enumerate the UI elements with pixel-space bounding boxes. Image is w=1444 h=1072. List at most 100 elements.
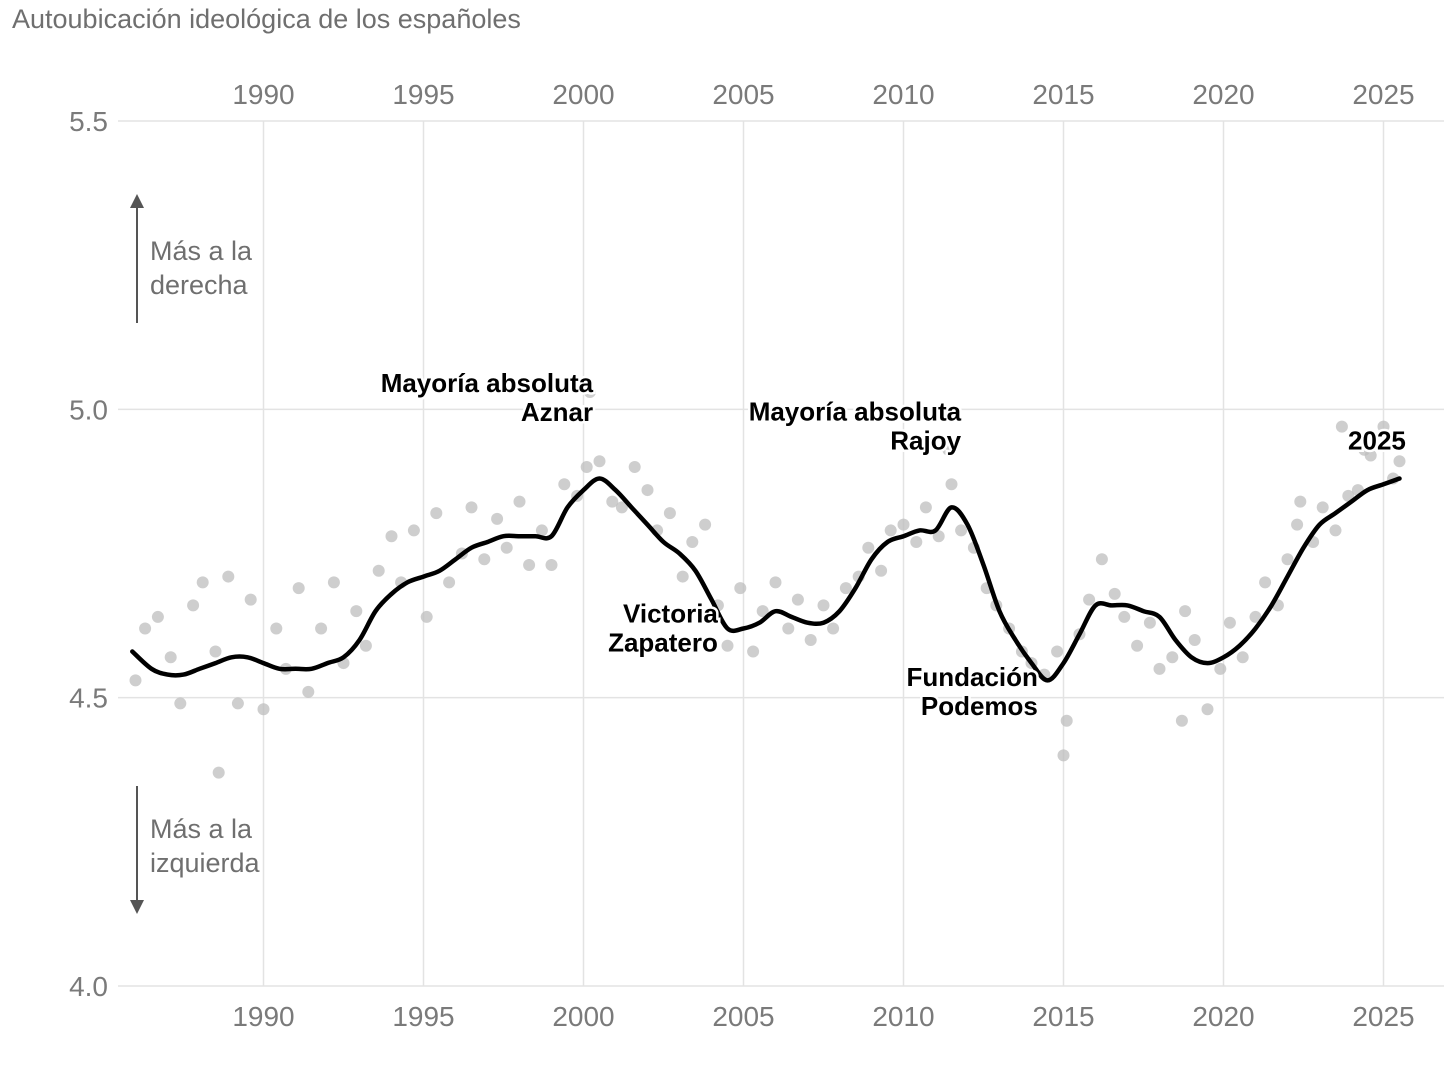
- survey-point: [1214, 662, 1227, 675]
- survey-point: [1153, 662, 1166, 675]
- x-tick-label-bottom: 2005: [712, 1001, 774, 1032]
- annotation-label: Victoria: [623, 599, 718, 629]
- survey-point: [932, 530, 945, 543]
- survey-point: [699, 518, 712, 531]
- survey-point: [1118, 610, 1131, 623]
- survey-point: [222, 570, 235, 583]
- survey-point: [500, 541, 513, 554]
- grid-lines: [118, 120, 1444, 987]
- survey-point: [164, 651, 177, 664]
- x-tick-label-bottom: 2020: [1192, 1001, 1254, 1032]
- survey-point: [875, 564, 888, 577]
- y-tick-label: 4.5: [69, 683, 108, 714]
- survey-point: [558, 478, 571, 491]
- survey-point: [942, 443, 955, 456]
- x-tick-label-top: 2010: [872, 79, 934, 110]
- survey-point: [839, 582, 852, 595]
- direction-label: derecha: [150, 270, 249, 300]
- survey-point: [686, 535, 699, 548]
- direction-label: izquierda: [150, 848, 261, 878]
- annotation-label: Aznar: [521, 397, 593, 427]
- survey-point: [420, 610, 433, 623]
- survey-point: [151, 610, 164, 623]
- annotation-label: 2025: [1348, 426, 1406, 456]
- survey-point: [897, 518, 910, 531]
- survey-point: [430, 507, 443, 520]
- survey-point: [1249, 610, 1262, 623]
- x-tick-label-bottom: 2015: [1032, 1001, 1094, 1032]
- trend-line: [130, 476, 1402, 683]
- survey-point: [676, 570, 689, 583]
- survey-point: [817, 599, 830, 612]
- survey-point: [1188, 634, 1201, 646]
- x-tick-label-top: 1990: [232, 79, 294, 110]
- survey-point: [641, 484, 654, 497]
- survey-point: [628, 461, 641, 473]
- x-tick-label-bottom: 1995: [392, 1001, 454, 1032]
- annotation-label: Mayoría absoluta: [749, 397, 962, 427]
- survey-point: [734, 582, 747, 595]
- annotation-label: Zapatero: [608, 628, 718, 658]
- survey-point: [513, 495, 526, 508]
- chart-title: Autoubicación ideológica de los españole…: [12, 4, 521, 34]
- x-tick-label-bottom: 2025: [1352, 1001, 1414, 1032]
- survey-point: [1377, 420, 1390, 433]
- survey-point: [465, 501, 478, 514]
- arrow-up-icon: [130, 194, 144, 208]
- survey-point: [292, 582, 305, 595]
- x-tick-label-top: 2000: [552, 79, 614, 110]
- survey-point: [791, 593, 804, 606]
- x-tick-label-top: 2025: [1352, 79, 1414, 110]
- survey-point: [804, 634, 817, 646]
- survey-point: [491, 512, 504, 525]
- survey-point: [1291, 518, 1304, 531]
- survey-point: [1143, 616, 1156, 629]
- survey-point: [187, 599, 200, 612]
- survey-point: [1259, 576, 1272, 589]
- survey-point: [862, 541, 875, 554]
- survey-point: [302, 685, 315, 698]
- x-tick-label-bottom: 2000: [552, 1001, 614, 1032]
- survey-point: [782, 622, 795, 635]
- y-tick-label: 5.5: [69, 106, 108, 137]
- survey-point: [827, 622, 840, 635]
- survey-point: [1294, 495, 1307, 508]
- survey-point: [443, 576, 456, 589]
- annotation-label: Rajoy: [890, 426, 961, 456]
- y-tick-label: 5.0: [69, 394, 108, 425]
- survey-point: [129, 674, 142, 687]
- survey-point: [756, 605, 769, 618]
- survey-point: [593, 455, 606, 468]
- survey-point: [478, 553, 491, 566]
- direction-label: Más a la: [150, 814, 253, 844]
- arrow-down-icon: [130, 900, 144, 914]
- survey-point: [315, 622, 328, 635]
- survey-point: [1175, 714, 1188, 727]
- survey-point: [1083, 593, 1096, 606]
- survey-point: [196, 576, 209, 589]
- x-tick-label-bottom: 1990: [232, 1001, 294, 1032]
- survey-point: [1108, 587, 1121, 600]
- annotation-label: Mayoría absoluta: [381, 368, 594, 398]
- survey-point: [1358, 443, 1371, 456]
- survey-point: [615, 501, 628, 514]
- survey-point: [721, 639, 734, 652]
- survey-point: [1057, 749, 1070, 762]
- survey-point: [1131, 639, 1144, 652]
- survey-point: [545, 559, 558, 572]
- survey-point: [1281, 553, 1294, 566]
- survey-point: [910, 535, 923, 548]
- survey-point: [327, 576, 340, 589]
- survey-point: [270, 622, 283, 635]
- annotation-label: Podemos: [921, 691, 1038, 721]
- survey-point: [385, 530, 398, 543]
- survey-point: [1201, 703, 1214, 716]
- survey-point: [663, 507, 676, 520]
- x-tick-label-top: 1995: [392, 79, 454, 110]
- annotation-label: Fundación: [906, 662, 1037, 692]
- survey-point: [1166, 651, 1179, 664]
- survey-point: [174, 697, 187, 710]
- survey-point: [1329, 524, 1342, 537]
- survey-point: [209, 645, 222, 658]
